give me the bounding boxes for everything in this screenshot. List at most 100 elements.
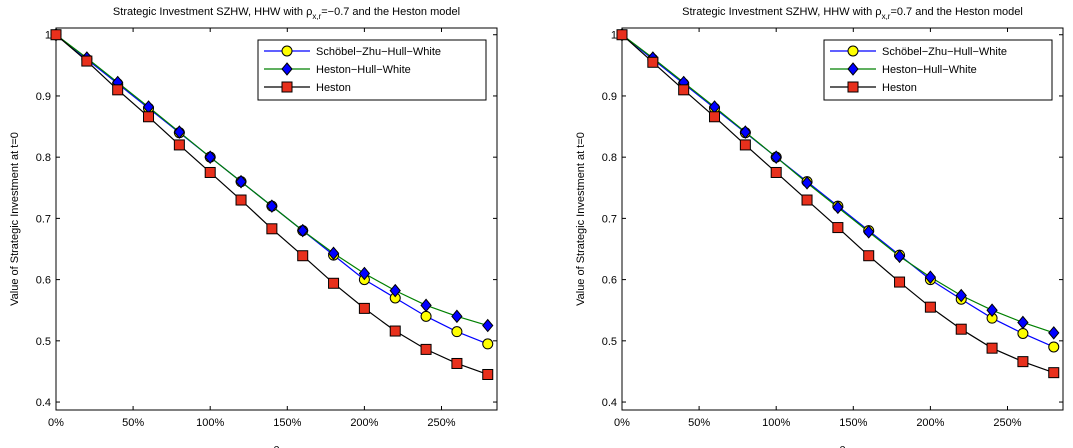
marker — [358, 266, 371, 281]
marker — [420, 343, 432, 355]
marker — [358, 302, 370, 314]
marker — [266, 199, 278, 213]
marker — [482, 338, 494, 350]
chart: Strategic Investment SZHW, HHW with ρx,r… — [9, 6, 498, 448]
legend-label: Schöbel−Zhu−Hull−White — [316, 46, 441, 58]
marker — [893, 249, 906, 264]
marker — [235, 174, 247, 189]
x-tick-label: 50% — [688, 417, 710, 429]
marker — [924, 301, 936, 313]
y-tick-label: 0.7 — [602, 213, 617, 225]
marker — [281, 62, 293, 76]
marker — [451, 357, 463, 369]
marker — [173, 125, 186, 139]
marker — [847, 45, 859, 57]
x-tick-label: 50% — [122, 417, 144, 429]
y-tick-label: 0.4 — [36, 397, 51, 409]
marker — [389, 325, 401, 337]
legend-label: Schöbel−Zhu−Hull−White — [882, 46, 1007, 58]
marker — [266, 223, 278, 235]
y-tick-label: 0.9 — [36, 91, 51, 103]
x-tick-label: 100% — [196, 417, 224, 429]
marker — [1048, 367, 1060, 379]
marker — [847, 81, 859, 93]
y-tick-label: 0.5 — [36, 336, 51, 348]
y-tick-label: 1 — [611, 30, 617, 42]
y-tick-label: 0.8 — [36, 152, 51, 164]
marker — [739, 139, 751, 151]
marker — [173, 139, 185, 151]
marker — [678, 84, 690, 96]
marker — [1048, 326, 1060, 340]
marker — [389, 283, 401, 298]
title-part: Strategic Investment SZHW, HHW with ρ — [113, 6, 312, 18]
y-axis-label: Value of Strategic Investment at t=0 — [575, 132, 587, 306]
marker — [986, 303, 998, 317]
marker — [328, 277, 340, 289]
marker — [1048, 341, 1060, 353]
y-tick-label: 0.7 — [36, 213, 51, 225]
x-tick-label: 150% — [273, 417, 301, 429]
x-tick-label: 0% — [48, 417, 64, 429]
marker — [235, 194, 247, 206]
marker — [832, 200, 844, 215]
y-axis-label: Value of Strategic Investment at t=0 — [9, 132, 21, 306]
title-part: Strategic Investment SZHW, HHW with ρ — [682, 6, 881, 18]
legend — [257, 39, 487, 101]
x-axis-label: ρ — [273, 443, 279, 448]
chart: Strategic Investment SZHW, HHW with ρx,r… — [575, 6, 1064, 448]
marker — [420, 310, 432, 322]
marker — [451, 326, 463, 338]
title-part: x,r — [312, 12, 321, 21]
x-tick-label: 200% — [916, 417, 944, 429]
marker — [50, 29, 62, 41]
x-tick-label: 250% — [427, 417, 455, 429]
marker — [709, 111, 721, 123]
marker — [986, 342, 998, 354]
marker — [955, 288, 967, 303]
legend — [823, 39, 1053, 101]
title-part: x,r — [882, 12, 891, 21]
legend-label: Heston — [882, 82, 917, 94]
marker — [1017, 327, 1029, 339]
x-tick-label: 200% — [350, 417, 378, 429]
legend-label: Heston−Hull−White — [316, 64, 411, 76]
marker — [770, 150, 782, 164]
marker — [281, 81, 293, 93]
marker — [647, 56, 659, 68]
marker — [281, 45, 293, 57]
marker — [81, 55, 93, 67]
marker — [863, 225, 875, 239]
marker — [297, 223, 309, 238]
marker — [327, 246, 340, 261]
y-tick-label: 0.5 — [602, 336, 617, 348]
legend-label: Heston — [316, 82, 351, 94]
marker — [420, 298, 432, 313]
x-tick-label: 0% — [614, 417, 630, 429]
marker — [955, 323, 967, 335]
marker — [616, 29, 628, 41]
marker — [1017, 315, 1029, 330]
y-tick-label: 0.4 — [602, 397, 617, 409]
marker — [297, 250, 309, 262]
marker — [482, 368, 494, 380]
marker — [863, 250, 875, 262]
y-tick-label: 0.6 — [36, 275, 51, 287]
marker — [801, 194, 813, 206]
marker — [832, 222, 844, 234]
x-tick-label: 250% — [993, 417, 1021, 429]
y-tick-label: 0.9 — [602, 91, 617, 103]
marker — [801, 176, 813, 190]
x-tick-label: 150% — [839, 417, 867, 429]
marker — [894, 276, 906, 288]
marker — [112, 84, 124, 96]
marker — [204, 150, 216, 164]
chart-title: Strategic Investment SZHW, HHW with ρx,r… — [682, 6, 1023, 21]
marker — [482, 318, 494, 333]
marker — [1017, 356, 1029, 368]
y-tick-label: 0.6 — [602, 275, 617, 287]
x-axis-label: ρ — [839, 443, 845, 448]
legend-label: Heston−Hull−White — [882, 64, 977, 76]
